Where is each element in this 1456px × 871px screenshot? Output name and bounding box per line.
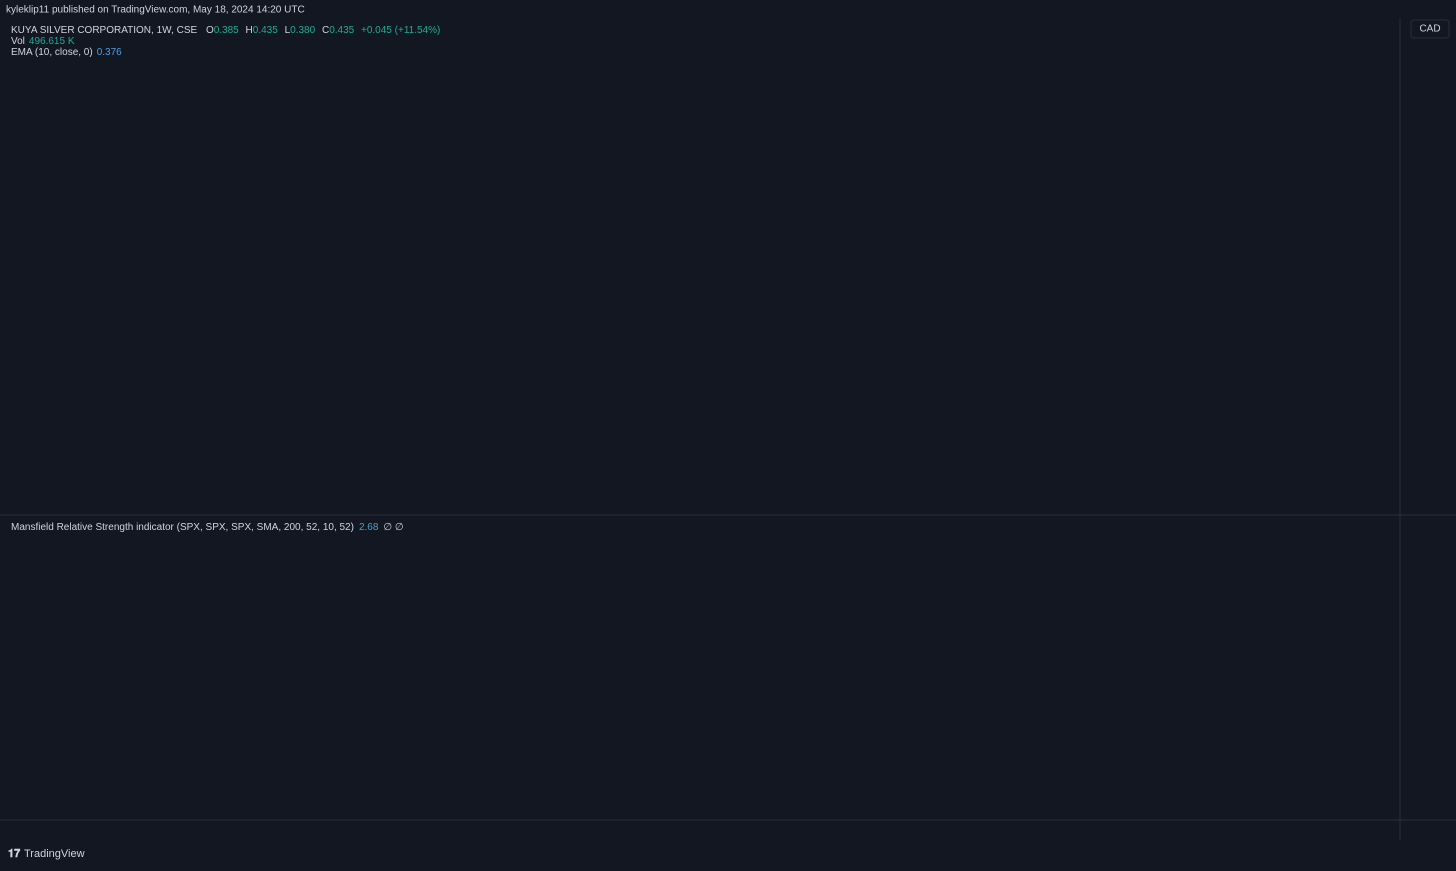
o-value: 0.385 [214, 25, 239, 36]
legend-ohlc: KUYA SILVER CORPORATION, 1W, CSE O0.385 … [11, 25, 440, 36]
logo-mark: 𝟏𝟕 [8, 848, 21, 860]
o-key: O [206, 25, 214, 36]
vol-key: Vol [11, 36, 25, 47]
publisher: kyleklip11 published on TradingView.com,… [6, 5, 305, 16]
brand: TradingView [24, 848, 85, 860]
h-value: 0.435 [253, 25, 278, 36]
indicator-legend: Mansfield Relative Strength indicator (S… [11, 522, 404, 533]
c-key: C [322, 25, 329, 36]
change: +0.045 (+11.54%) [361, 25, 440, 36]
indicator-extra: ∅ ∅ [383, 522, 403, 533]
currency-box[interactable] [1410, 19, 1450, 39]
indicator-value: 2.68 [359, 522, 379, 533]
symbol: KUYA SILVER CORPORATION, 1W, CSE [11, 25, 197, 36]
legend-vol: Vol 496.615 K [11, 36, 75, 47]
ema-value: 0.376 [97, 47, 122, 58]
ema-key: EMA (10, close, 0) [11, 47, 93, 58]
legend-ema: EMA (10, close, 0) 0.376 [11, 47, 122, 58]
l-value: 0.380 [290, 25, 315, 36]
l-key: L [285, 25, 291, 36]
footer [0, 840, 1456, 866]
vol-value: 496.615 K [29, 36, 75, 47]
h-key: H [246, 25, 253, 36]
indicator-title: Mansfield Relative Strength indicator (S… [11, 522, 354, 533]
currency[interactable]: CAD [1419, 24, 1440, 35]
c-value: 0.435 [329, 25, 354, 36]
header-bar [0, 0, 1456, 18]
